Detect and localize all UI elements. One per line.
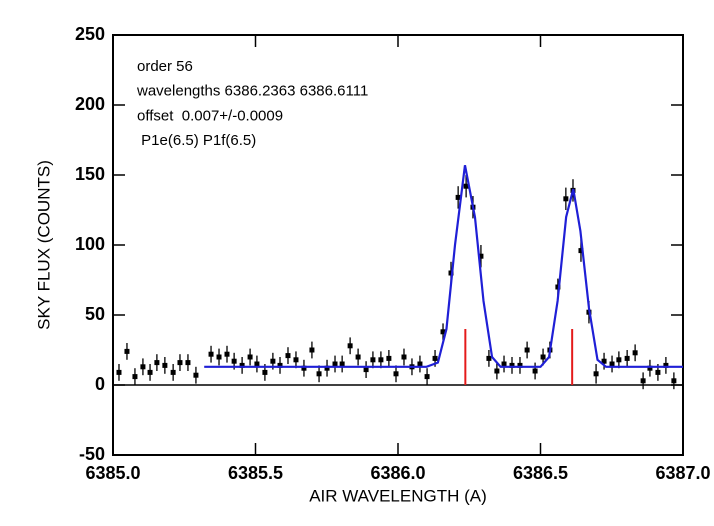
data-point [301, 365, 307, 371]
data-point [309, 347, 315, 353]
data-point [324, 365, 330, 371]
data-point [540, 354, 546, 360]
data-point [293, 357, 299, 363]
data-point [417, 361, 423, 367]
data-point [440, 329, 446, 335]
data-point [393, 371, 399, 377]
data-point [370, 357, 376, 363]
x-tick-label: 6387.0 [655, 463, 710, 483]
data-point [170, 369, 176, 375]
data-point [177, 360, 183, 366]
data-point [432, 355, 438, 361]
data-point [224, 351, 230, 357]
data-point [524, 347, 530, 353]
data-point [463, 183, 469, 189]
data-point [501, 361, 507, 367]
data-point [262, 369, 268, 375]
data-point [347, 343, 353, 349]
data-point [355, 354, 361, 360]
data-point [517, 362, 523, 368]
annotation: P1e(6.5) P1f(6.5) [137, 132, 256, 149]
data-point [632, 350, 638, 356]
y-tick-label: 250 [75, 24, 105, 44]
data-point [378, 357, 384, 363]
data-point [494, 368, 500, 374]
data-point [448, 270, 454, 276]
y-tick-label: 100 [75, 234, 105, 254]
data-point [563, 196, 569, 202]
data-point [601, 358, 607, 364]
y-tick-label: 200 [75, 94, 105, 114]
x-tick-label: 6386.0 [370, 463, 425, 483]
x-tick-label: 6385.5 [228, 463, 283, 483]
data-point [116, 369, 122, 375]
data-point [124, 348, 130, 354]
data-point [671, 378, 677, 384]
data-point [162, 362, 168, 368]
fit-line [204, 164, 683, 368]
data-point [478, 253, 484, 259]
data-point [247, 354, 253, 360]
data-point [339, 361, 345, 367]
data-point [216, 354, 222, 360]
annotation: offset 0.007+/-0.0009 [137, 107, 283, 124]
data-point [285, 353, 291, 359]
data-point [640, 378, 646, 384]
data-point [208, 351, 214, 357]
annotation: wavelengths 6386.2363 6386.6111 [136, 83, 368, 100]
x-tick-label: 6385.0 [85, 463, 140, 483]
data-point [154, 360, 160, 366]
y-tick-label: 0 [95, 374, 105, 394]
data-point [663, 362, 669, 368]
data-point [386, 355, 392, 361]
data-point [140, 364, 146, 370]
data-point [593, 371, 599, 377]
data-point [316, 371, 322, 377]
data-point [401, 354, 407, 360]
data-point [655, 369, 661, 375]
y-tick-label: -50 [79, 444, 105, 464]
annotation: order 56 [137, 58, 193, 75]
data-point [147, 369, 153, 375]
x-tick-label: 6386.5 [513, 463, 568, 483]
data-point [332, 361, 338, 367]
data-point [509, 362, 515, 368]
x-axis-label: AIR WAVELENGTH (A) [309, 486, 487, 505]
data-point [193, 372, 199, 378]
data-point [277, 362, 283, 368]
y-tick-label: 50 [85, 304, 105, 324]
data-point [578, 248, 584, 254]
y-tick-label: 150 [75, 164, 105, 184]
data-point [532, 368, 538, 374]
data-point [254, 361, 260, 367]
data-point [624, 355, 630, 361]
data-point [609, 361, 615, 367]
data-point [363, 367, 369, 373]
y-axis-label: SKY FLUX (COUNTS) [34, 160, 53, 330]
data-point [424, 374, 430, 380]
data-point [231, 358, 237, 364]
data-point [239, 362, 245, 368]
data-point [185, 360, 191, 366]
data-point [270, 358, 276, 364]
data-point [455, 194, 461, 200]
data-point [555, 284, 561, 290]
data-point [132, 374, 138, 380]
data-point [616, 357, 622, 363]
data-point [486, 355, 492, 361]
data-point [647, 365, 653, 371]
